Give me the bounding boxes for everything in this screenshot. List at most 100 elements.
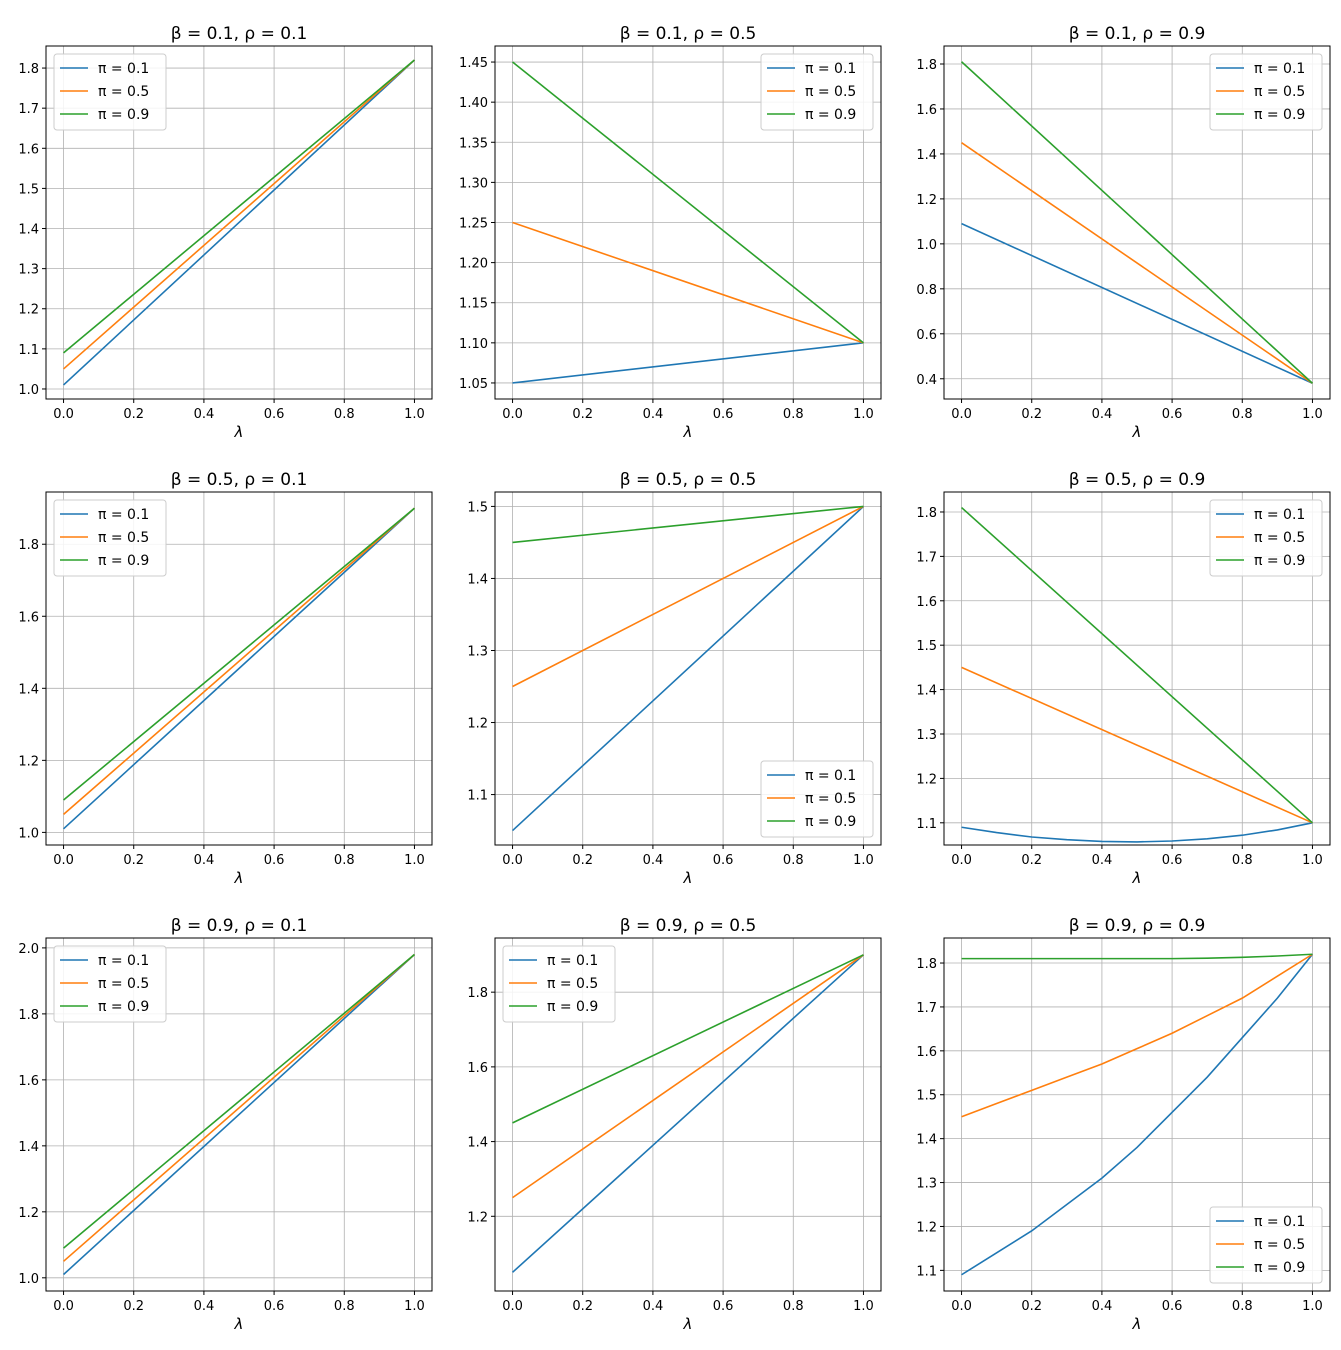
y-tick-label: 1.0 [18, 383, 39, 398]
legend-label: π = 0.1 [98, 953, 149, 969]
legend: π = 0.1 π = 0.5 π = 0.9 [760, 760, 874, 838]
x-tick-label: 0.0 [502, 407, 523, 422]
legend-label: π = 0.9 [98, 107, 149, 123]
x-tick-label: 0.4 [194, 853, 215, 868]
subplot-1: 0.0 0.2 0.4 0.6 0.8 1.0 1.05 1.10 1.15 1.20 1.25 1.… [459, 24, 882, 441]
y-tick-label: 1.6 [18, 142, 39, 157]
legend-label: π = 0.1 [1254, 61, 1305, 77]
y-tick-label: 1.0 [18, 1272, 39, 1287]
x-tick-label: 0.6 [713, 853, 734, 868]
x-tick-label: 0.4 [1092, 407, 1113, 422]
x-tick-label: 0.2 [1021, 1299, 1042, 1314]
legend-label: π = 0.1 [547, 953, 598, 969]
series-line-0 [961, 222, 1313, 384]
x-axis-label: λ [1132, 423, 1142, 441]
x-tick-label: 0.2 [572, 1299, 593, 1314]
x-axis-label: λ [683, 869, 693, 887]
x-tick-label: 0.6 [1162, 853, 1183, 868]
x-tick-label: 1.0 [853, 853, 874, 868]
legend-box [760, 760, 874, 838]
y-tick-label: 1.6 [916, 595, 937, 610]
y-tick-label: 1.4 [18, 223, 39, 238]
y-tick-label: 1.2 [467, 1210, 488, 1225]
series-line-2 [512, 505, 864, 544]
x-tick-label: 0.8 [334, 407, 355, 422]
x-tick-label: 0.4 [643, 407, 664, 422]
x-tick-label: 1.0 [404, 1299, 425, 1314]
x-tick-label: 0.6 [264, 1299, 285, 1314]
series-line-2 [961, 953, 1313, 960]
y-tick-label: 1.3 [916, 728, 937, 743]
y-tick-label: 1.6 [467, 1061, 488, 1076]
axes-frame [45, 937, 433, 1292]
x-tick-label: 0.4 [1092, 853, 1113, 868]
x-tick-label: 1.0 [1302, 407, 1323, 422]
legend-label: π = 0.5 [1254, 530, 1305, 546]
x-tick-label: 0.4 [643, 853, 664, 868]
legend-box [1209, 53, 1323, 131]
y-tick-label: 1.3 [916, 1177, 937, 1192]
legend: π = 0.1 π = 0.5 π = 0.9 [1209, 53, 1323, 131]
x-tick-label: 0.8 [334, 1299, 355, 1314]
y-tick-label: 0.8 [916, 283, 937, 298]
legend: π = 0.1 π = 0.5 π = 0.9 [53, 53, 167, 131]
subplot-5: 0.0 0.2 0.4 0.6 0.8 1.0 1.1 1.2 1.3 1.4 1.5 1.6 1.7 1… [916, 470, 1331, 887]
x-tick-label: 0.0 [951, 1299, 972, 1314]
legend: π = 0.1 π = 0.5 π = 0.9 [53, 499, 167, 577]
x-tick-label: 1.0 [1302, 853, 1323, 868]
series-line-2 [512, 61, 864, 344]
x-tick-label: 1.0 [853, 407, 874, 422]
y-tick-label: 1.7 [916, 1001, 937, 1016]
y-tick-label: 1.8 [916, 58, 937, 73]
x-tick-label: 0.6 [1162, 1299, 1183, 1314]
x-tick-label: 0.8 [1232, 853, 1253, 868]
y-tick-label: 1.15 [459, 297, 488, 312]
legend-box [760, 53, 874, 131]
y-tick-label: 1.1 [18, 343, 39, 358]
axes-frame [45, 491, 433, 846]
y-tick-label: 1.2 [467, 717, 488, 732]
y-tick-label: 0.6 [916, 328, 937, 343]
series-line-2 [512, 954, 864, 1124]
legend-label: π = 0.1 [1254, 507, 1305, 523]
x-tick-label: 0.8 [334, 853, 355, 868]
subplot-title: β = 0.5, ρ = 0.1 [171, 470, 308, 490]
x-tick-label: 0.2 [123, 407, 144, 422]
y-tick-label: 1.4 [467, 1136, 488, 1151]
y-tick-label: 1.4 [18, 1140, 39, 1155]
series-line-0 [512, 505, 864, 832]
x-tick-label: 0.0 [951, 853, 972, 868]
y-tick-label: 0.4 [916, 373, 937, 388]
legend-label: π = 0.9 [98, 553, 149, 569]
subplot-title: β = 0.9, ρ = 0.9 [1069, 916, 1206, 936]
subplot-3: 0.0 0.2 0.4 0.6 0.8 1.0 1.0 1.2 1.4 1.6 1.8 β = 0.5… [18, 470, 433, 887]
x-axis-label: λ [683, 423, 693, 441]
y-tick-label: 1.0 [18, 826, 39, 841]
series-line-1 [961, 142, 1313, 384]
axes-frame [943, 45, 1331, 400]
y-tick-label: 1.8 [18, 62, 39, 77]
subplot-6: 0.0 0.2 0.4 0.6 0.8 1.0 1.0 1.2 1.4 1.6 1.8 2.0 β = … [18, 916, 433, 1333]
legend-box [1209, 499, 1323, 577]
legend-box [502, 945, 616, 1023]
legend-label: π = 0.5 [1254, 84, 1305, 100]
y-tick-label: 1.6 [916, 103, 937, 118]
subplot-title: β = 0.5, ρ = 0.9 [1069, 470, 1206, 490]
legend-label: π = 0.9 [98, 999, 149, 1015]
x-tick-label: 0.2 [1021, 407, 1042, 422]
legend-label: π = 0.5 [98, 976, 149, 992]
legend-label: π = 0.9 [805, 814, 856, 830]
y-tick-label: 1.5 [916, 639, 937, 654]
y-tick-label: 1.10 [459, 337, 488, 352]
legend-label: π = 0.5 [805, 84, 856, 100]
subplot-0: 0.0 0.2 0.4 0.6 0.8 1.0 1.0 1.1 1.2 1.3 1.4 1.5 1.6 1… [18, 24, 433, 441]
subplot-title: β = 0.5, ρ = 0.5 [620, 470, 757, 490]
x-tick-label: 0.0 [53, 407, 74, 422]
series-line-0 [63, 59, 415, 386]
x-tick-label: 0.8 [1232, 1299, 1253, 1314]
legend-label: π = 0.9 [1254, 107, 1305, 123]
y-tick-label: 1.4 [916, 684, 937, 699]
y-tick-label: 1.4 [467, 572, 488, 587]
subplot-4: 0.0 0.2 0.4 0.6 0.8 1.0 1.1 1.2 1.3 1.4 1.5 β = 0.5… [467, 470, 882, 887]
